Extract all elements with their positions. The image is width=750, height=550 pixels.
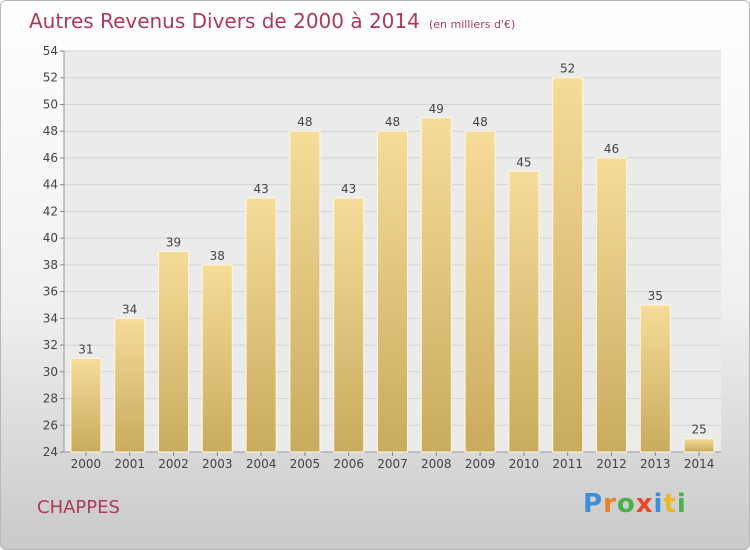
- y-tick-label: 46: [43, 151, 58, 165]
- data-label: 25: [691, 423, 706, 437]
- x-tick-label: 2014: [684, 457, 715, 471]
- bar: [245, 197, 277, 453]
- data-label: 48: [472, 115, 487, 129]
- y-tick-label: 54: [43, 44, 58, 58]
- data-label: 52: [560, 62, 575, 76]
- data-label: 43: [253, 182, 268, 196]
- data-label: 49: [429, 102, 444, 116]
- x-tick-label: 2013: [640, 457, 671, 471]
- y-tick-label: 42: [43, 204, 58, 218]
- y-tick-label: 50: [43, 97, 58, 111]
- logo-letter: r: [603, 489, 617, 519]
- data-label: 38: [210, 249, 225, 263]
- bar: [70, 357, 102, 453]
- x-tick-label: 2010: [509, 457, 540, 471]
- y-tick-label: 30: [43, 365, 58, 379]
- logo-letter: P: [583, 489, 604, 519]
- logo-letter: x: [635, 489, 654, 519]
- x-tick-label: 2008: [421, 457, 452, 471]
- x-tick-label: 2001: [114, 457, 145, 471]
- y-tick-label: 34: [43, 311, 58, 325]
- bar: [639, 304, 671, 453]
- title-block: Autres Revenus Divers de 2000 à 2014 (en…: [29, 9, 515, 33]
- data-label: 43: [341, 182, 356, 196]
- y-tick-label: 24: [43, 445, 58, 459]
- x-tick-label: 2003: [202, 457, 233, 471]
- data-label: 45: [516, 155, 531, 169]
- chart-title: Autres Revenus Divers de 2000 à 2014: [29, 9, 420, 33]
- bar: [333, 197, 365, 453]
- bar: [420, 117, 452, 453]
- x-tick-label: 2004: [246, 457, 277, 471]
- y-tick-label: 44: [43, 178, 58, 192]
- x-tick-label: 2000: [71, 457, 102, 471]
- bar: [158, 251, 189, 453]
- x-tick-label: 2002: [158, 457, 189, 471]
- y-tick-label: 52: [43, 71, 58, 85]
- x-tick-label: 2009: [465, 457, 496, 471]
- x-tick-label: 2007: [377, 457, 408, 471]
- data-label: 31: [78, 342, 93, 356]
- y-tick-label: 32: [43, 338, 58, 352]
- y-tick-label: 26: [43, 418, 58, 432]
- y-tick-label: 48: [43, 124, 58, 138]
- x-tick-label: 2005: [290, 457, 321, 471]
- data-label: 46: [604, 142, 619, 156]
- commune-name: CHAPPES: [37, 497, 120, 518]
- y-tick-label: 40: [43, 231, 58, 245]
- y-tick-label: 36: [43, 285, 58, 299]
- data-label: 34: [122, 302, 137, 316]
- bar: [289, 130, 321, 453]
- bar: [552, 77, 584, 453]
- x-tick-label: 2006: [333, 457, 364, 471]
- data-label: 48: [297, 115, 312, 129]
- chart-subtitle: (en milliers d'€): [428, 18, 516, 31]
- data-label: 48: [385, 115, 400, 129]
- bar: [596, 157, 627, 453]
- y-tick-label: 38: [43, 258, 58, 272]
- x-tick-label: 2012: [596, 457, 627, 471]
- bar: [201, 264, 233, 453]
- bar: [683, 438, 715, 453]
- bar: [464, 130, 496, 453]
- logo-letter: i: [676, 489, 687, 519]
- x-tick-label: 2011: [552, 457, 583, 471]
- bar: [377, 130, 408, 453]
- logo-letter: o: [616, 489, 636, 519]
- bar: [114, 317, 146, 453]
- y-tick-label: 28: [43, 392, 58, 406]
- logo-letter: i: [653, 489, 664, 519]
- logo-letter: t: [663, 489, 677, 519]
- data-label: 39: [166, 236, 181, 250]
- bar: [508, 170, 540, 453]
- proxiti-logo: Proxiti: [583, 489, 687, 519]
- data-label: 35: [648, 289, 663, 303]
